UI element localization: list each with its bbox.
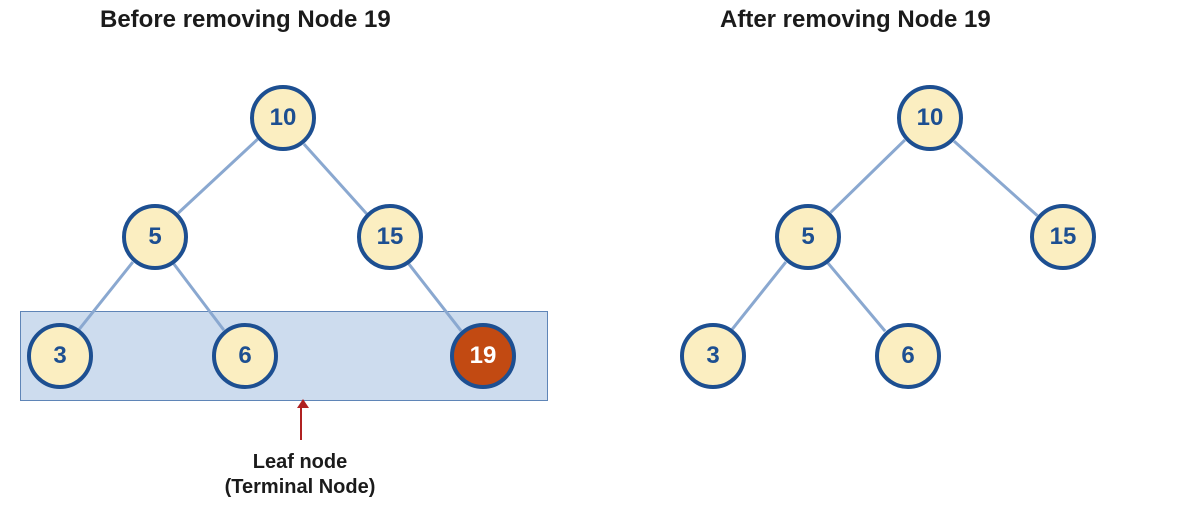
tree-edge [827, 262, 887, 332]
leaf-caption-line1: Leaf node [225, 450, 376, 475]
tree-edge [303, 143, 368, 215]
leaf-caption: Leaf node (Terminal Node) [225, 450, 376, 500]
tree-edge [830, 139, 907, 214]
tree-node-6: 6 [212, 323, 278, 389]
tree-edge [731, 261, 787, 330]
tree-node-15: 15 [357, 204, 423, 270]
leaf-arrow-icon [300, 406, 302, 440]
tree-edge [177, 138, 259, 214]
tree-node-3: 3 [27, 323, 93, 389]
tree-node-19: 19 [450, 323, 516, 389]
diagram-canvas: Before removing Node 19 After removing N… [0, 0, 1183, 522]
tree-node-10: 10 [897, 85, 963, 151]
tree-node-3: 3 [680, 323, 746, 389]
tree-node-5: 5 [775, 204, 841, 270]
tree-edge [953, 140, 1039, 217]
leaf-caption-line2: (Terminal Node) [225, 475, 376, 500]
tree-node-5: 5 [122, 204, 188, 270]
tree-node-15: 15 [1030, 204, 1096, 270]
title-after: After removing Node 19 [720, 6, 991, 34]
tree-node-10: 10 [250, 85, 316, 151]
arrowhead-icon [297, 399, 309, 408]
title-before: Before removing Node 19 [100, 6, 391, 34]
tree-node-6: 6 [875, 323, 941, 389]
